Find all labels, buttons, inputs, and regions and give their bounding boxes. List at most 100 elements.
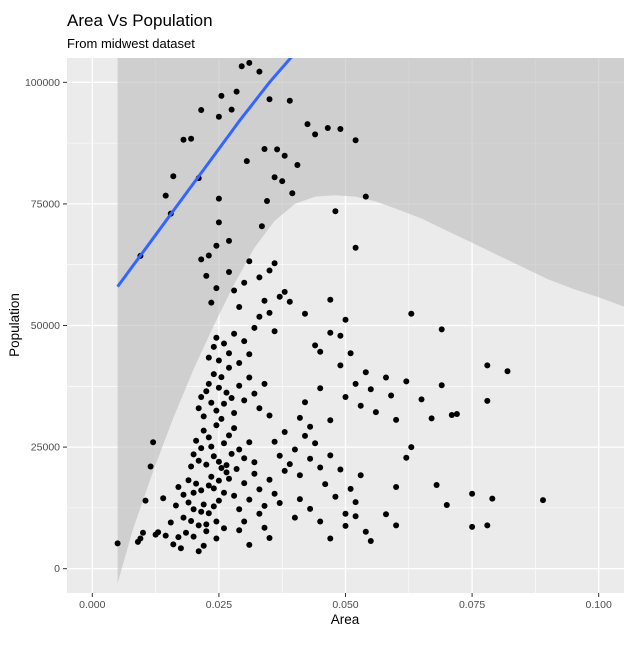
data-point — [279, 178, 286, 185]
data-point — [357, 402, 364, 409]
data-point — [185, 499, 192, 506]
data-point — [484, 522, 491, 529]
data-point — [213, 334, 220, 341]
data-point — [317, 385, 324, 392]
data-point — [352, 499, 359, 506]
data-point — [256, 405, 263, 412]
data-point — [205, 434, 212, 441]
data-point — [393, 522, 400, 529]
data-point — [352, 380, 359, 387]
data-point — [198, 445, 205, 452]
data-point — [408, 310, 415, 317]
data-point — [188, 135, 195, 142]
data-point — [327, 329, 334, 336]
data-point — [261, 146, 268, 152]
data-point — [228, 106, 235, 113]
data-point — [261, 502, 268, 509]
data-point — [195, 548, 202, 555]
data-point — [231, 330, 238, 337]
data-point — [198, 508, 205, 515]
data-point — [332, 493, 339, 500]
data-point — [266, 535, 273, 541]
data-point — [226, 475, 232, 482]
data-point — [291, 514, 298, 521]
data-point — [241, 455, 248, 462]
data-point — [203, 272, 210, 279]
data-point — [241, 480, 248, 487]
data-point — [296, 414, 303, 421]
data-point — [155, 529, 162, 536]
data-point — [246, 439, 253, 446]
data-point — [256, 510, 263, 517]
confidence-band — [117, 58, 624, 584]
data-point — [215, 477, 222, 484]
data-point — [469, 490, 476, 497]
data-point — [286, 461, 293, 468]
data-point — [215, 219, 222, 226]
data-point — [246, 374, 253, 381]
data-point — [281, 429, 288, 435]
data-point — [261, 524, 268, 531]
y-tick-label: 75000 — [31, 198, 60, 210]
data-point — [226, 237, 232, 244]
data-point — [403, 454, 410, 461]
x-axis-title: Area — [331, 612, 360, 627]
data-point — [261, 380, 268, 387]
data-point — [352, 137, 359, 144]
data-point — [213, 422, 220, 429]
data-point — [231, 425, 238, 432]
data-point — [231, 492, 238, 499]
data-point — [190, 506, 197, 513]
data-point — [246, 351, 253, 358]
data-point — [266, 476, 273, 483]
data-point — [337, 126, 344, 132]
data-point — [393, 484, 400, 490]
data-point — [226, 364, 232, 371]
data-point — [266, 267, 273, 274]
data-point — [281, 467, 288, 474]
data-point — [256, 486, 263, 493]
data-point — [484, 362, 491, 369]
data-point — [231, 287, 238, 294]
data-point — [233, 88, 240, 95]
data-point — [198, 256, 205, 263]
data-point — [327, 417, 334, 424]
data-point — [286, 298, 293, 305]
y-tick-label: 0 — [54, 563, 60, 575]
data-point — [312, 440, 319, 447]
data-point — [388, 392, 395, 399]
data-point — [289, 190, 296, 197]
data-point — [271, 438, 278, 445]
data-point — [236, 527, 243, 534]
data-point — [327, 452, 334, 459]
data-point — [469, 523, 476, 530]
data-point — [271, 260, 278, 267]
data-point — [198, 487, 205, 494]
data-point — [342, 510, 349, 517]
data-point — [215, 384, 222, 391]
data-point — [200, 501, 207, 508]
data-point — [251, 470, 258, 477]
data-point — [213, 407, 220, 414]
data-point — [271, 328, 278, 335]
data-point — [193, 437, 200, 444]
data-point — [383, 511, 389, 518]
data-point — [183, 529, 189, 536]
data-point — [233, 466, 240, 472]
data-point — [236, 382, 243, 389]
data-point — [327, 296, 334, 303]
data-point — [302, 399, 308, 406]
data-point — [266, 309, 273, 316]
data-point — [484, 397, 491, 404]
data-point — [180, 514, 187, 521]
data-point — [372, 409, 379, 416]
data-point — [190, 533, 197, 540]
data-point — [200, 413, 207, 420]
data-point — [304, 121, 311, 128]
data-point — [276, 452, 283, 459]
data-point — [160, 495, 167, 502]
data-point — [162, 532, 169, 539]
data-point — [137, 535, 144, 542]
data-point — [362, 193, 369, 200]
data-point — [243, 158, 250, 165]
